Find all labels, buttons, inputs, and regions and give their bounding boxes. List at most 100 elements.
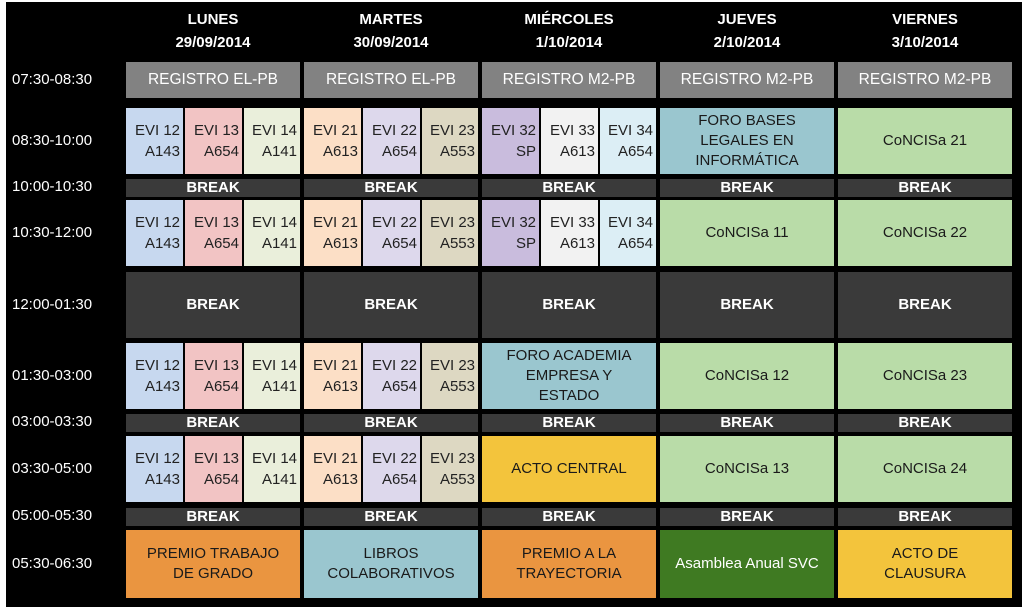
time-label: 05:30-06:30 xyxy=(12,555,93,572)
evi-code: EVI 13 xyxy=(193,122,239,139)
day-date: 29/09/2014 xyxy=(175,34,251,51)
evi-room: SP xyxy=(515,235,536,252)
asamblea-anual: Asamblea Anual SVC xyxy=(660,530,834,598)
concisa-session: CoNCISa 13 xyxy=(660,436,834,502)
evi-room: A143 xyxy=(144,143,180,160)
evi-code: EVI 34 xyxy=(607,122,653,139)
evi-code: EVI 21 xyxy=(312,214,358,231)
evi-code: EVI 23 xyxy=(429,450,475,467)
break-lunes: BREAK xyxy=(126,414,300,432)
break-lunes: BREAK xyxy=(126,508,300,526)
libros-colaborativos: LIBROS COLABORATIVOS xyxy=(304,530,478,598)
registro-jueves: REGISTRO M2-PB xyxy=(660,62,834,98)
day-header-miercoles: MIÉRCOLES 1/10/2014 xyxy=(482,6,656,56)
evi-session: EVI 21 A613 xyxy=(304,200,361,266)
evi-session: EVI 13 A654 xyxy=(185,436,242,502)
evi-session: EVI 14 A141 xyxy=(244,108,300,174)
break-viernes: BREAK xyxy=(838,508,1012,526)
evi-session: EVI 12 A143 xyxy=(126,343,183,409)
day-date: 2/10/2014 xyxy=(713,34,781,51)
evi-code: EVI 21 xyxy=(312,450,358,467)
concisa-session: CoNCISa 22 xyxy=(838,200,1012,266)
evi-code: EVI 34 xyxy=(607,214,653,231)
evi-code: EVI 14 xyxy=(251,214,297,231)
evi-session: EVI 21 A613 xyxy=(304,343,361,409)
break-lunes: BREAK xyxy=(126,179,300,197)
evi-room: A613 xyxy=(559,235,595,252)
evi-session: EVI 12 A143 xyxy=(126,436,183,502)
registro-martes: REGISTRO EL-PB xyxy=(304,62,478,98)
break-jueves: BREAK xyxy=(660,508,834,526)
evi-code: EVI 13 xyxy=(193,450,239,467)
day-header-jueves: JUEVES 2/10/2014 xyxy=(660,6,834,56)
evi-room: A553 xyxy=(439,471,475,488)
concisa-session: CoNCISa 23 xyxy=(838,343,1012,409)
evi-session: EVI 14 A141 xyxy=(244,200,300,266)
foro-academia-empresa: FORO ACADEMIA EMPRESA Y ESTADO xyxy=(482,343,656,409)
evi-room: A654 xyxy=(203,378,239,395)
evi-code: EVI 21 xyxy=(312,122,358,139)
break-jueves: BREAK xyxy=(660,179,834,197)
evi-session: EVI 22 A654 xyxy=(363,200,420,266)
evi-session: EVI 13 A654 xyxy=(185,343,242,409)
day-header-martes: MARTES 30/09/2014 xyxy=(304,6,478,56)
evi-session: EVI 12 A143 xyxy=(126,108,183,174)
time-label: 03:30-05:00 xyxy=(12,460,93,477)
evi-room: A143 xyxy=(144,235,180,252)
evi-session: EVI 32 SP xyxy=(482,200,539,266)
evi-session: EVI 21 A613 xyxy=(304,436,361,502)
break-martes: BREAK xyxy=(304,414,478,432)
evi-room: A654 xyxy=(381,471,417,488)
evi-code: EVI 12 xyxy=(134,450,180,467)
evi-code: EVI 12 xyxy=(134,357,180,374)
evi-room: SP xyxy=(515,143,536,160)
evi-session: EVI 22 A654 xyxy=(363,436,420,502)
day-date: 30/09/2014 xyxy=(353,34,429,51)
evi-session: EVI 23 A553 xyxy=(422,108,478,174)
evi-code: EVI 23 xyxy=(429,122,475,139)
evi-room: A143 xyxy=(144,471,180,488)
break-miercoles: BREAK xyxy=(482,508,656,526)
day-name: JUEVES xyxy=(717,11,777,28)
registro-viernes: REGISTRO M2-PB xyxy=(838,62,1012,98)
break-viernes: BREAK xyxy=(838,179,1012,197)
evi-room: A613 xyxy=(559,143,595,160)
break-martes: BREAK xyxy=(304,179,478,197)
evi-session: EVI 33 A613 xyxy=(541,108,598,174)
evi-room: A613 xyxy=(322,143,358,160)
evi-code: EVI 32 xyxy=(490,122,536,139)
break-viernes: BREAK xyxy=(838,272,1012,338)
break-lunes: BREAK xyxy=(126,272,300,338)
time-label: 01:30-03:00 xyxy=(12,367,93,384)
break-miercoles: BREAK xyxy=(482,272,656,338)
concisa-session: CoNCISa 12 xyxy=(660,343,834,409)
evi-code: EVI 14 xyxy=(251,357,297,374)
evi-code: EVI 22 xyxy=(371,122,417,139)
evi-room: A141 xyxy=(261,143,297,160)
evi-session: EVI 23 A553 xyxy=(422,200,478,266)
evi-session: EVI 33 A613 xyxy=(541,200,598,266)
evi-room: A654 xyxy=(381,143,417,160)
evi-code: EVI 14 xyxy=(251,122,297,139)
evi-room: A553 xyxy=(439,235,475,252)
evi-room: A143 xyxy=(144,378,180,395)
evi-code: EVI 23 xyxy=(429,214,475,231)
day-name: MARTES xyxy=(359,11,423,28)
evi-room: A654 xyxy=(203,235,239,252)
acto-central: ACTO CENTRAL xyxy=(482,436,656,502)
premio-a-la-trayectoria: PREMIO A LA TRAYECTORIA xyxy=(482,530,656,598)
evi-session: EVI 13 A654 xyxy=(185,108,242,174)
evi-code: EVI 33 xyxy=(549,214,595,231)
evi-room: A613 xyxy=(322,235,358,252)
concisa-session: CoNCISa 21 xyxy=(838,108,1012,174)
day-header-lunes: LUNES 29/09/2014 xyxy=(126,6,300,56)
evi-code: EVI 23 xyxy=(429,357,475,374)
evi-room: A141 xyxy=(261,378,297,395)
registro-miercoles: REGISTRO M2-PB xyxy=(482,62,656,98)
break-martes: BREAK xyxy=(304,272,478,338)
evi-code: EVI 12 xyxy=(134,122,180,139)
evi-room: A654 xyxy=(381,378,417,395)
evi-room: A654 xyxy=(617,235,653,252)
time-label: 10:30-12:00 xyxy=(12,224,93,241)
evi-room: A613 xyxy=(322,378,358,395)
